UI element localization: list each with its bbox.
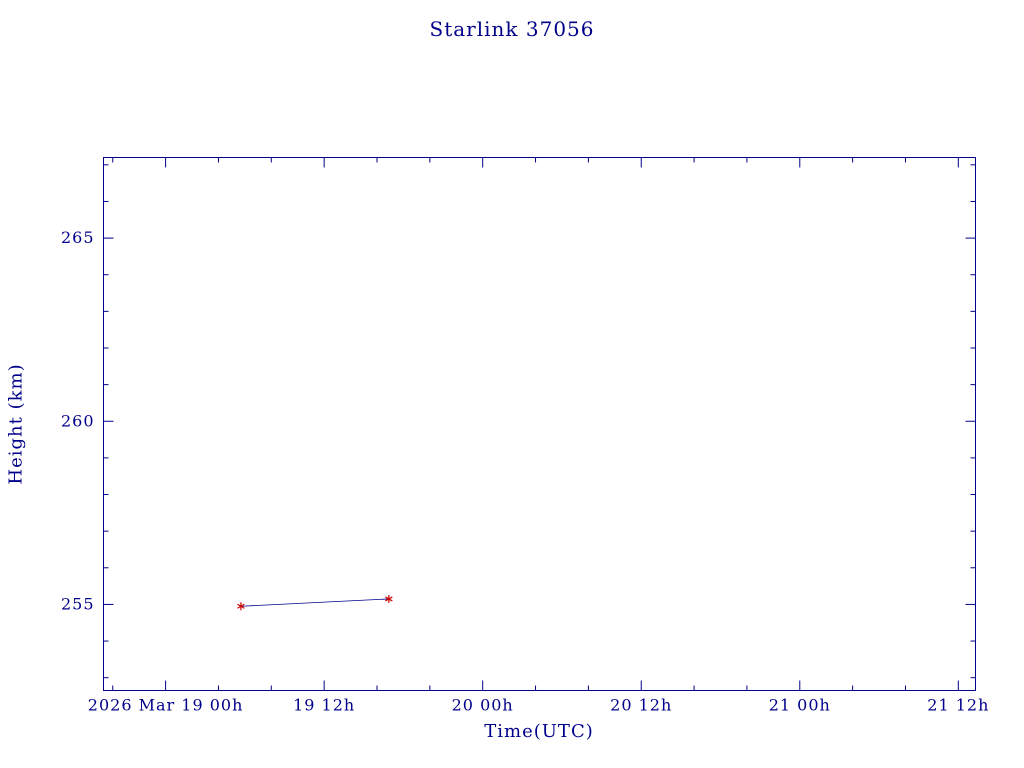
x-tick-label: 20 00h [452, 696, 514, 715]
x-tick-label: 2026 Mar 19 00h [88, 696, 244, 715]
data-point-marker [385, 596, 393, 602]
y-tick-label: 260 [61, 411, 95, 430]
data-line [240, 598, 389, 607]
x-tick-label: 19 12h [293, 696, 355, 715]
data-point-marker [237, 603, 245, 609]
y-tick-label: 265 [61, 228, 95, 247]
x-tick-label: 20 12h [610, 696, 672, 715]
y-tick-label: 255 [61, 594, 95, 613]
plot-frame [103, 157, 976, 691]
x-tick-label: 21 00h [769, 696, 831, 715]
x-axis-label: Time(UTC) [484, 721, 594, 742]
chart-title: Starlink 37056 [429, 17, 595, 41]
x-tick-label: 21 12h [927, 696, 989, 715]
